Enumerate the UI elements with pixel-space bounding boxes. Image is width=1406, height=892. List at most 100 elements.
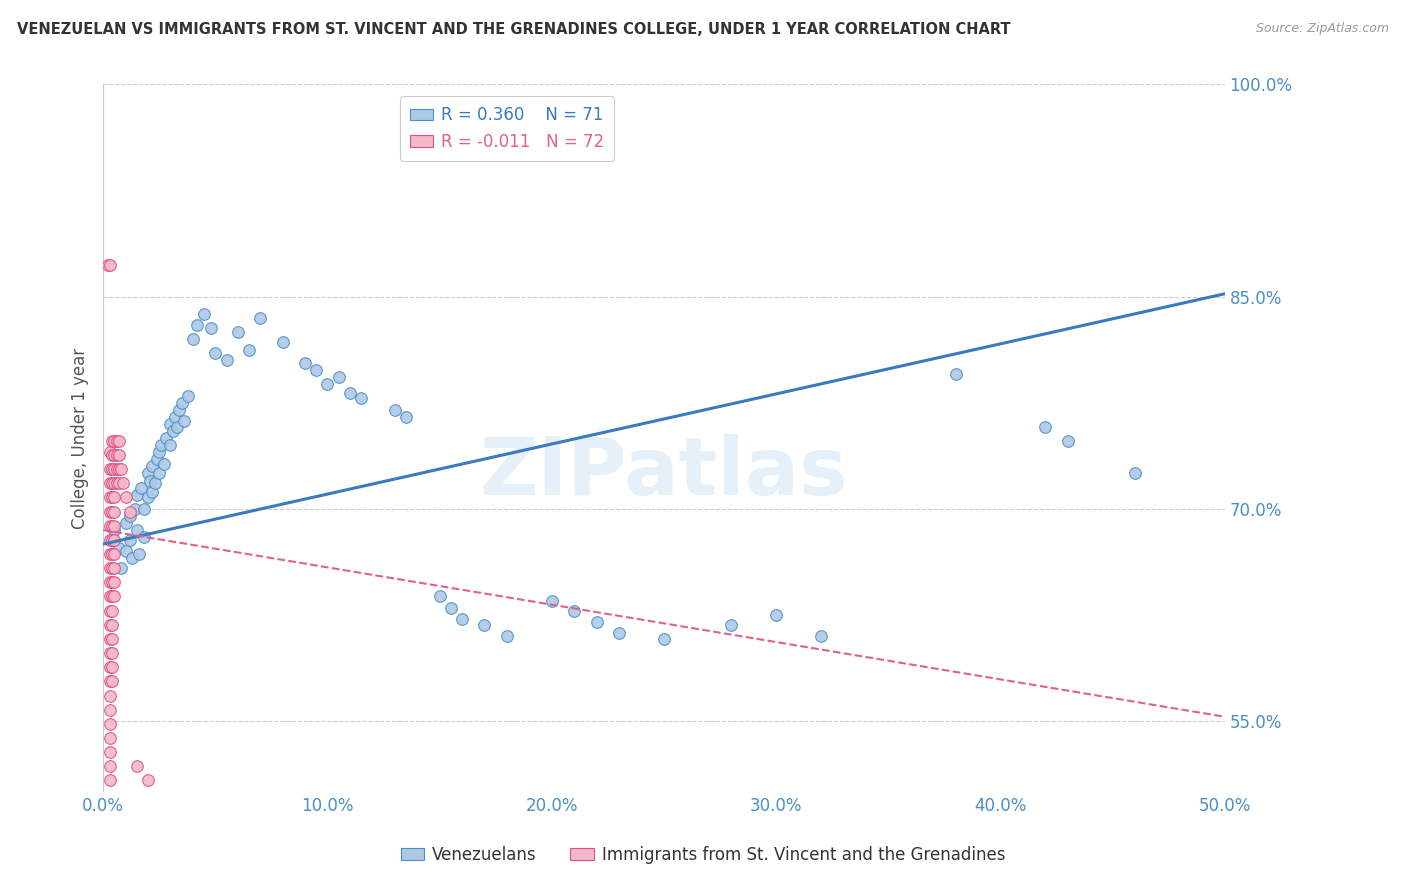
Point (98, 575, 121, 590)
Point (177, 389, 200, 403)
Point (98, 547, 121, 561)
Point (103, 561, 125, 575)
Point (305, 363, 328, 377)
Point (765, 607, 787, 622)
Point (98, 491, 121, 505)
Point (163, 409, 186, 424)
Point (101, 448, 124, 462)
Point (103, 590, 125, 604)
Point (112, 476, 135, 491)
Point (170, 395, 193, 409)
Point (226, 325, 249, 339)
Point (118, 508, 141, 523)
Point (98, 259, 121, 273)
Point (110, 462, 132, 476)
Point (101, 674, 124, 689)
Point (585, 615, 607, 629)
Point (98, 689, 121, 703)
Point (316, 377, 339, 392)
Point (125, 523, 148, 537)
Point (136, 491, 159, 505)
Point (132, 530, 155, 544)
Point (152, 457, 174, 471)
Point (98, 759, 121, 773)
Point (98, 745, 121, 759)
Point (395, 409, 418, 424)
Text: VENEZUELAN VS IMMIGRANTS FROM ST. VINCENT AND THE GRENADINES COLLEGE, UNDER 1 YE: VENEZUELAN VS IMMIGRANTS FROM ST. VINCEN… (17, 22, 1011, 37)
Point (101, 518, 124, 533)
Point (339, 385, 361, 400)
Point (105, 476, 128, 491)
Point (98, 505, 121, 519)
Point (103, 518, 125, 533)
Point (108, 541, 131, 556)
Point (328, 370, 350, 384)
Point (101, 617, 124, 632)
Y-axis label: College, Under 1 year: College, Under 1 year (72, 348, 89, 529)
Point (101, 632, 124, 646)
Point (249, 310, 271, 325)
Point (98, 590, 121, 604)
Point (103, 523, 125, 537)
Point (108, 476, 131, 491)
Point (103, 533, 125, 547)
Point (101, 660, 124, 674)
Point (98, 462, 121, 476)
Point (105, 462, 128, 476)
Point (148, 445, 170, 459)
Point (451, 612, 474, 626)
Point (101, 505, 124, 519)
Point (148, 467, 170, 481)
Point (105, 434, 128, 448)
Point (101, 547, 124, 561)
Point (103, 491, 125, 505)
Point (384, 402, 406, 417)
Point (118, 533, 141, 547)
Point (98, 604, 121, 618)
Point (141, 459, 163, 474)
Point (238, 343, 260, 358)
Point (474, 617, 496, 632)
Point (129, 481, 152, 495)
Point (562, 604, 585, 618)
Point (98, 617, 121, 632)
Point (98, 731, 121, 745)
Point (98, 674, 121, 689)
Point (124, 501, 146, 516)
Point (98, 660, 121, 674)
Point (101, 561, 124, 575)
Point (125, 759, 148, 773)
Point (166, 419, 188, 434)
Point (159, 438, 181, 452)
Point (181, 332, 204, 346)
Point (98, 716, 121, 731)
Point (103, 505, 125, 519)
Point (720, 617, 742, 632)
Point (125, 488, 148, 502)
Point (607, 626, 630, 640)
Point (440, 600, 463, 615)
Point (204, 346, 226, 360)
Point (150, 438, 173, 452)
Point (114, 544, 136, 558)
Point (1033, 419, 1056, 434)
Point (429, 590, 451, 604)
Point (186, 318, 208, 332)
Point (101, 476, 124, 491)
Point (103, 547, 125, 561)
Point (98, 533, 121, 547)
Point (98, 646, 121, 660)
Point (101, 590, 124, 604)
Point (98, 703, 121, 717)
Point (132, 501, 155, 516)
Point (101, 575, 124, 590)
Point (169, 402, 191, 417)
Point (200, 320, 222, 334)
Point (103, 448, 125, 462)
Point (98, 518, 121, 533)
Point (350, 392, 373, 406)
Point (101, 533, 124, 547)
Text: ZIPatlas: ZIPatlas (479, 434, 848, 512)
Point (98, 773, 121, 788)
Point (121, 551, 143, 566)
